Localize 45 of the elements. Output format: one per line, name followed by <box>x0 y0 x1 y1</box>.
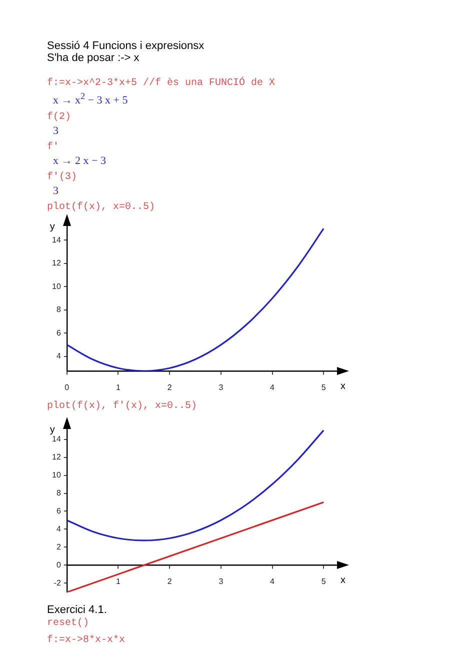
y-tick-label: 2 <box>56 542 62 552</box>
y-axis-title: y <box>50 221 55 232</box>
x-tick-label: 5 <box>321 576 326 586</box>
y-tick-label: -2 <box>54 578 62 588</box>
chart-subtitle: S'ha de posar :-> x <box>47 52 140 64</box>
y-axis-title: y <box>50 424 55 436</box>
x-tick-label: 4 <box>270 382 276 392</box>
text: x → x$^{2}$ − 3 x + 5 <box>53 91 129 107</box>
x-tick-label: 4 <box>270 576 276 586</box>
y-tick-label: 6 <box>56 328 62 338</box>
y-tick-label: 12 <box>52 258 62 268</box>
text: plot(f(x), x=0..5) <box>47 202 156 213</box>
y-tick-label: 8 <box>56 488 62 498</box>
text: f:=x->8*x-x*x <box>47 634 126 646</box>
chart-title: Sessió 4 Funcions i expresionsx <box>47 40 206 52</box>
y-tick-label: 8 <box>56 304 62 314</box>
x-tick-label: 1 <box>116 382 122 392</box>
x-tick-label: 5 <box>321 382 326 392</box>
text: x → 2 x − 3 <box>53 154 107 167</box>
y-tick-label: 4 <box>56 351 62 360</box>
y-tick-label: 0 <box>56 560 62 570</box>
y-tick-label: 10 <box>52 282 62 291</box>
text: plot(f(x), f'(x), x=0..5) <box>47 400 198 412</box>
y-tick-label: 12 <box>52 452 62 462</box>
y-tick-label: 10 <box>52 470 62 480</box>
text: Exercici 4.1. <box>47 604 108 616</box>
line-series <box>66 227 324 371</box>
text: f(2) <box>47 112 72 123</box>
x-tick-label: 3 <box>218 382 224 392</box>
text: 3 <box>53 184 60 197</box>
text: reset() <box>47 618 90 629</box>
text: 3 <box>53 124 60 137</box>
x-tick-label: 1 <box>116 576 122 586</box>
x-tick-label: 2 <box>167 576 172 586</box>
x-tick-label: 2 <box>167 382 172 392</box>
y-tick-label: 14 <box>52 434 62 444</box>
text: f:=x->x^2-3*x+5 //f ès una FUNCIÓ de X <box>47 78 276 89</box>
line-series <box>66 429 324 541</box>
text: f' <box>47 142 60 153</box>
x-tick-label: 0 <box>64 382 70 392</box>
y-tick-label: 4 <box>56 524 62 534</box>
y-tick-label: 14 <box>52 235 62 244</box>
text: f'(3) <box>47 172 78 183</box>
x-tick-label: 3 <box>218 576 224 586</box>
y-tick-label: 6 <box>56 506 62 516</box>
